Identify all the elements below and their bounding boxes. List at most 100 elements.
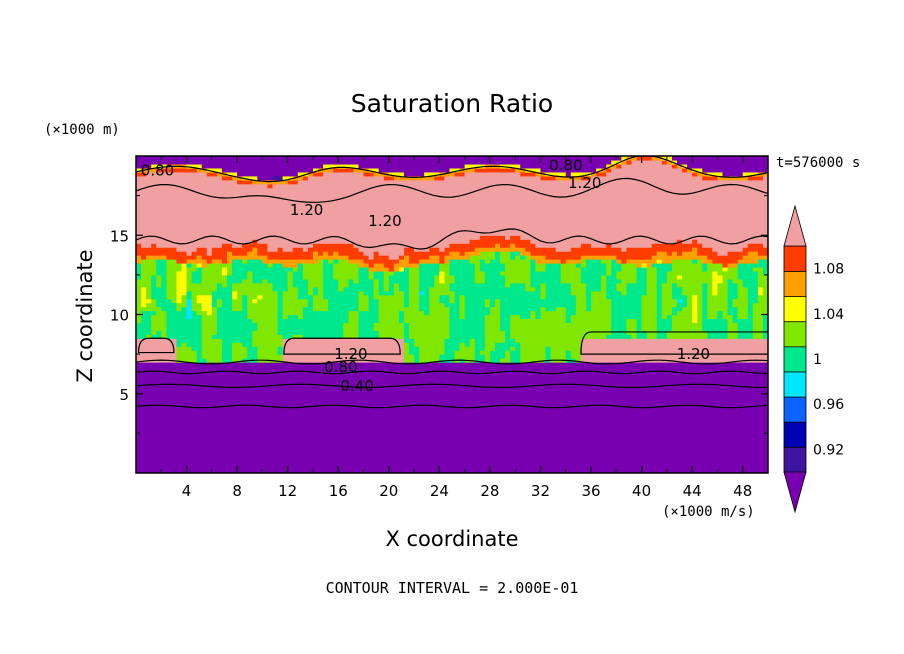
field-cell [434, 278, 440, 284]
field-cell [439, 255, 446, 260]
contour-label: 1.20 [568, 174, 601, 192]
field-cell [661, 159, 668, 165]
field-cell [419, 350, 446, 355]
field-cell [439, 171, 456, 177]
field-cell [262, 259, 319, 264]
field-cell [449, 306, 461, 312]
field-cell [166, 314, 188, 320]
field-cell [151, 322, 167, 327]
field-cell [540, 310, 567, 316]
field-cell [692, 171, 698, 177]
field-cell [545, 286, 572, 292]
field-cell [191, 314, 203, 320]
field-cell [500, 314, 511, 320]
x-tick-label: 36 [581, 482, 600, 500]
field-cell [682, 306, 693, 312]
field-cell [641, 262, 648, 268]
field-cell [611, 262, 622, 268]
field-cell [747, 294, 759, 300]
field-cell [232, 358, 243, 363]
field-cell [474, 338, 486, 343]
field-cell [398, 255, 405, 260]
field-cell [469, 342, 476, 347]
field-cell [277, 330, 344, 335]
field-cell [570, 350, 582, 355]
field-cell [403, 294, 410, 300]
field-cell [666, 278, 713, 284]
field-cell [459, 294, 466, 300]
field-cell [383, 282, 390, 288]
field-cell [186, 310, 193, 316]
field-cell [136, 171, 147, 177]
field-cell [762, 286, 768, 292]
field-cell [277, 298, 284, 304]
field-cell [449, 286, 526, 292]
field-cell [707, 294, 729, 300]
field-cell [580, 338, 768, 343]
field-cell [358, 278, 375, 284]
field-cell [221, 282, 228, 288]
field-cell [449, 251, 461, 256]
field-cell [737, 262, 768, 268]
field-cell [545, 294, 577, 300]
field-cell [585, 259, 602, 264]
field-cell [176, 338, 203, 343]
field-cell [201, 350, 223, 355]
field-cell [237, 290, 279, 296]
y-tick-label: 5 [119, 386, 129, 404]
field-cell [565, 310, 577, 316]
field-cell [505, 282, 511, 288]
field-cell [323, 274, 334, 280]
field-cell [737, 259, 759, 264]
colorbar-cell [783, 245, 807, 272]
field-cell [510, 334, 607, 339]
field-cell [141, 302, 147, 308]
field-cell [722, 262, 729, 268]
field-cell [161, 282, 167, 288]
field-cell [692, 167, 703, 173]
field-cell [540, 306, 547, 312]
field-cell [757, 259, 768, 264]
field-cell [540, 286, 547, 292]
field-cell [449, 310, 461, 316]
field-cell [656, 274, 668, 280]
field-cell [540, 294, 547, 300]
field-cell [671, 156, 768, 161]
field-cell [500, 322, 511, 327]
field-cell [479, 235, 506, 240]
field-cell [520, 251, 531, 256]
field-cell [742, 278, 759, 284]
field-cell [267, 278, 289, 284]
field-cell [348, 314, 360, 320]
field-cell [697, 294, 703, 300]
field-cell [318, 167, 334, 173]
field-cell [692, 239, 698, 244]
field-cell [166, 259, 178, 264]
field-cell [292, 278, 309, 284]
field-cell [136, 159, 612, 165]
field-cell [358, 266, 370, 272]
field-cell [136, 397, 768, 403]
field-cell [419, 270, 440, 276]
field-cell [722, 314, 734, 320]
field-cell [474, 270, 486, 276]
field-cell [161, 278, 167, 284]
field-cell [500, 310, 531, 316]
field-cell [151, 282, 157, 288]
field-cell [136, 298, 142, 304]
field-cell [292, 270, 304, 276]
field-cell [166, 255, 198, 260]
field-cell [606, 286, 617, 292]
field-cell [176, 302, 188, 308]
field-cell [641, 306, 658, 312]
field-cell [136, 203, 768, 209]
field-cell [282, 354, 405, 359]
field-cell [580, 270, 607, 276]
field-cell [136, 215, 768, 220]
field-cell [166, 322, 203, 327]
field-cell [403, 330, 410, 335]
field-cell [429, 255, 440, 260]
field-cell [409, 259, 420, 264]
field-cell [591, 298, 612, 304]
field-cell [277, 306, 284, 312]
